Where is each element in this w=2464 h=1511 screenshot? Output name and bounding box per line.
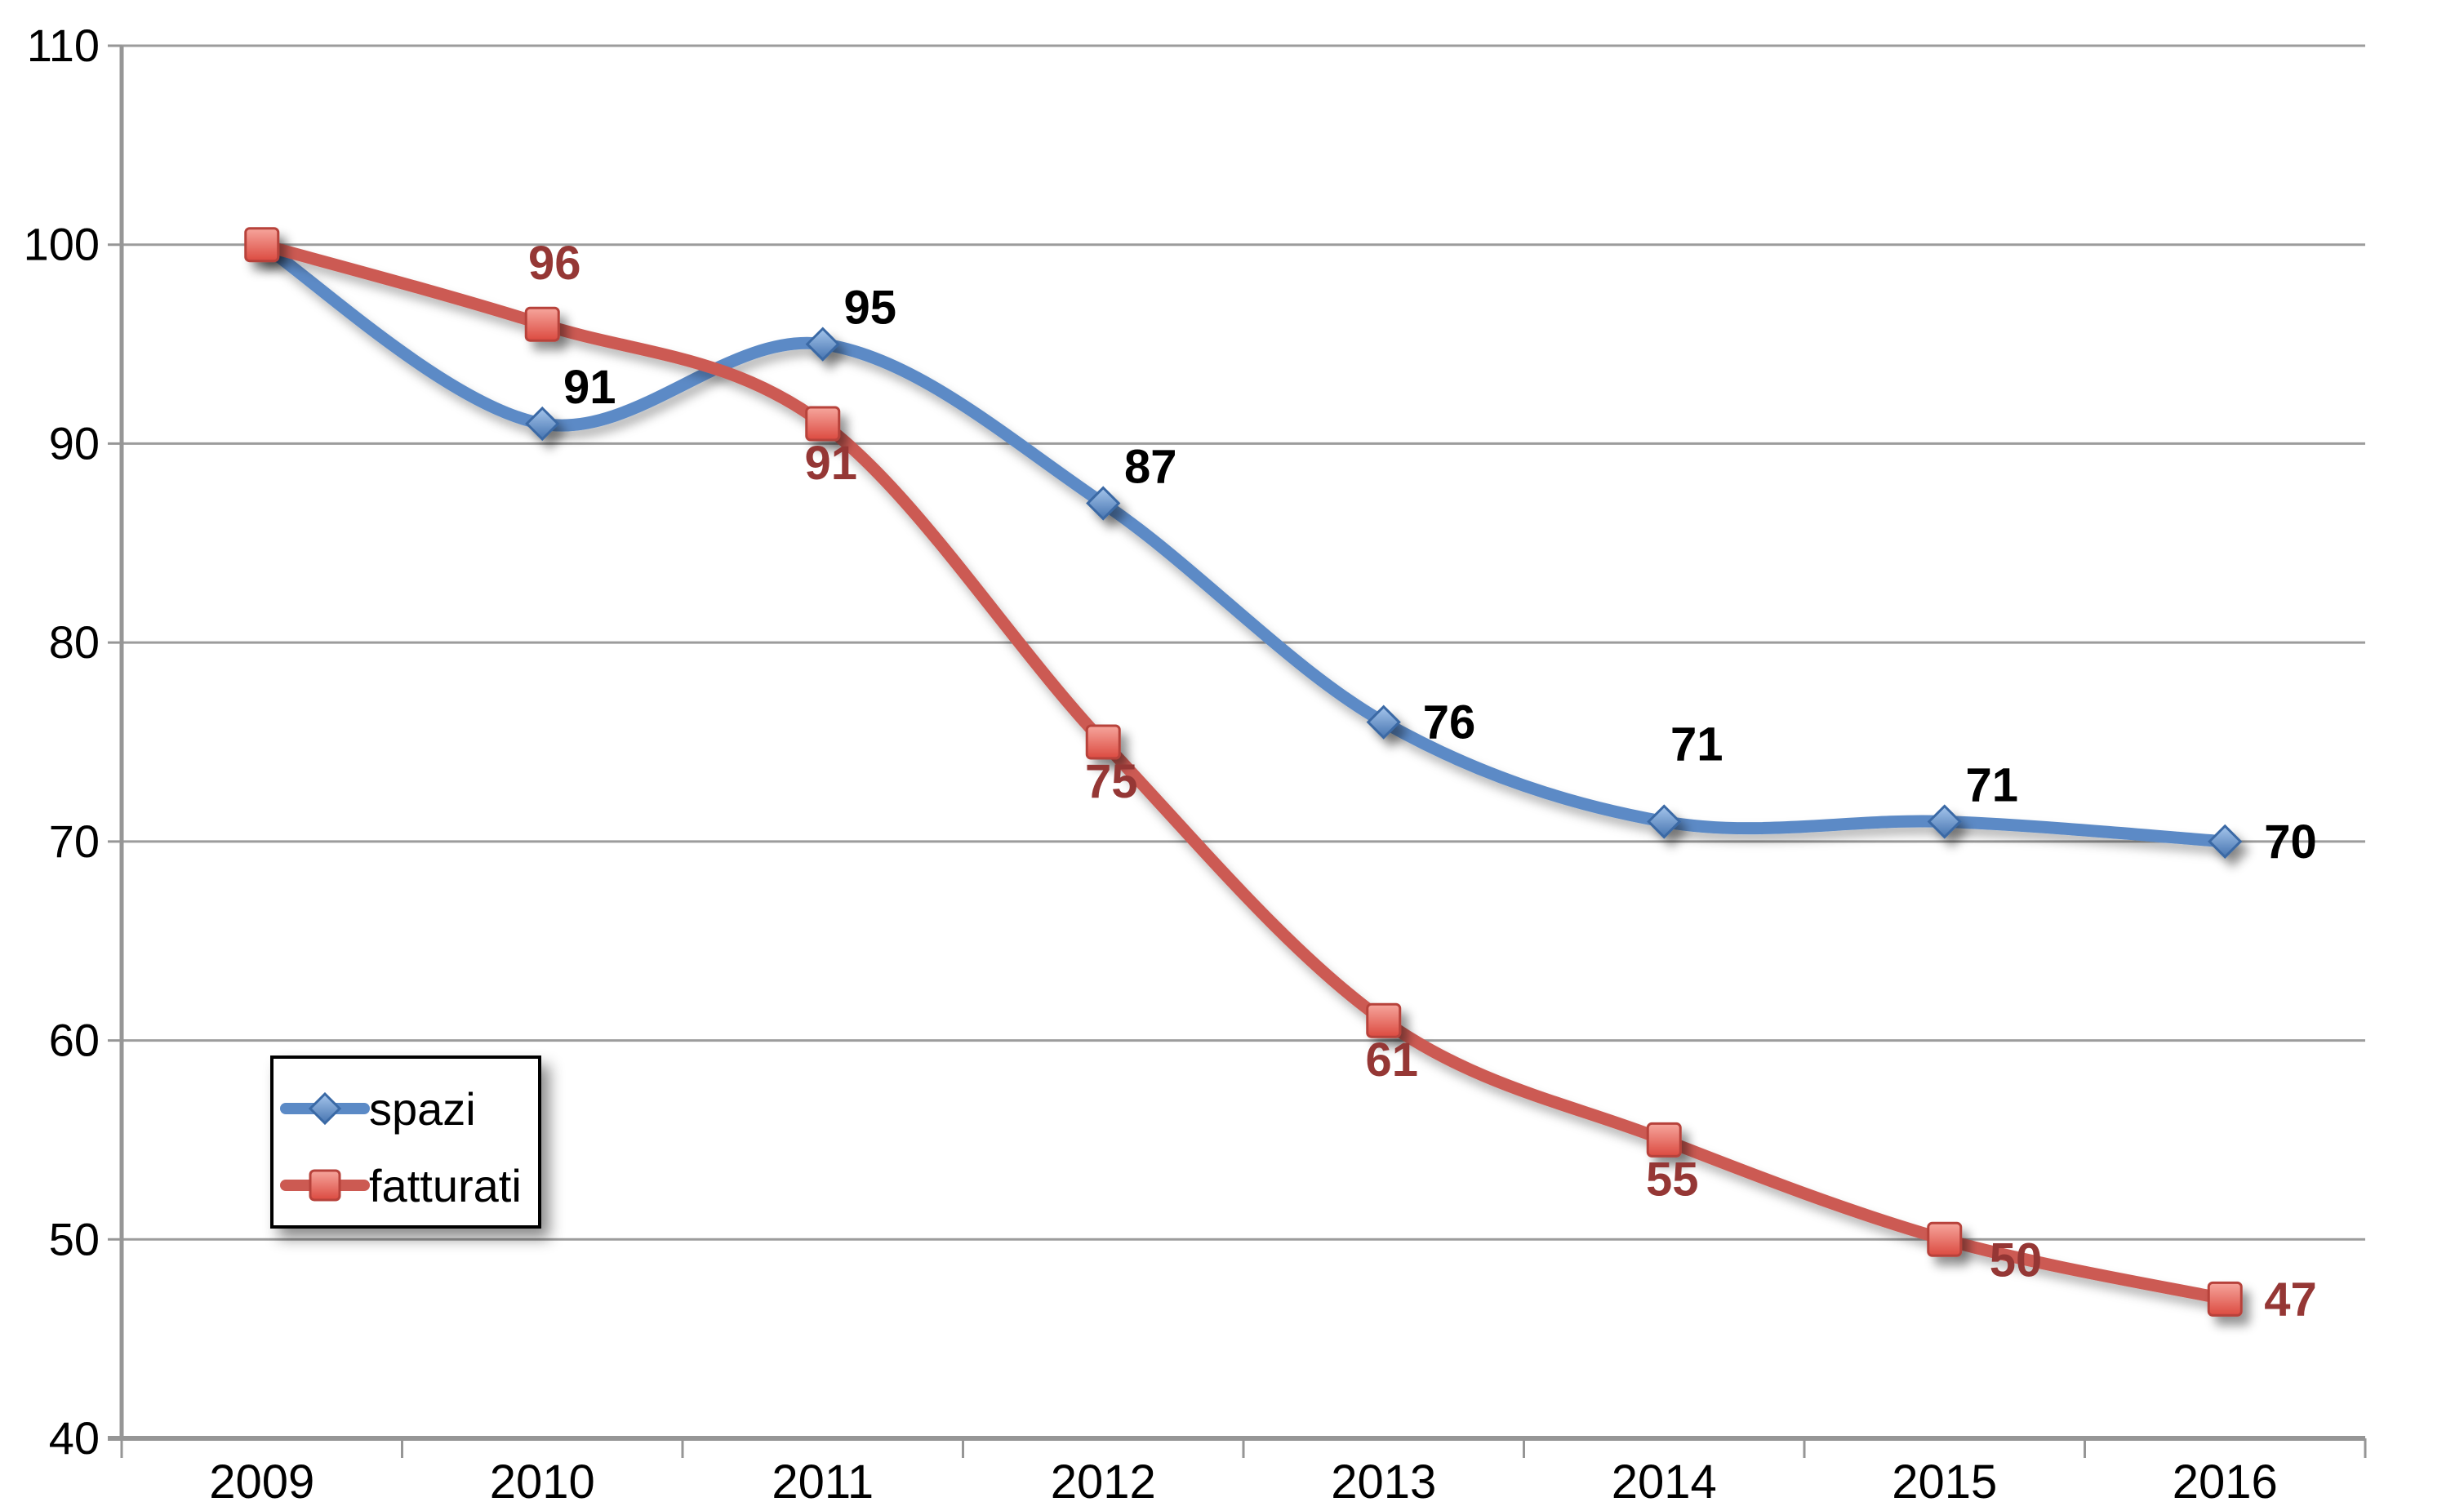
- data-label-spazi-2014: 71: [1670, 718, 1723, 771]
- y-tick-label-50: 50: [49, 1213, 100, 1264]
- data-label-spazi-2011: 95: [843, 282, 896, 335]
- marker-spazi-2011: [805, 327, 840, 362]
- data-label-spazi-2015: 71: [1965, 758, 2018, 811]
- series-fatturati: [244, 227, 2243, 1317]
- marker-spazi-2016: [2208, 824, 2243, 859]
- marker-spazi-2013: [1366, 704, 1401, 740]
- marker-fatturati-2013: [1366, 1002, 1402, 1038]
- legend-item-spazi: spazi: [280, 1083, 476, 1135]
- x-tick-label-2014: 2014: [1612, 1455, 1717, 1509]
- data-label-fatturati-2013: 61: [1365, 1033, 1418, 1087]
- x-tick-label-2012: 2012: [1051, 1455, 1156, 1509]
- marker-spazi-2012: [1086, 486, 1121, 521]
- y-tick-label-110: 110: [27, 20, 100, 71]
- marker-fatturati-2016: [2207, 1281, 2243, 1317]
- x-axis-labels: 2009 2010 2011 2012 2013 2014 2015 2016: [209, 1455, 2278, 1509]
- legend: spazi fatturati: [270, 1055, 541, 1229]
- data-labels: 91 95 87 76 71 71 70 96 91 75 61 55 50 47: [528, 237, 2317, 1326]
- y-tick-label-70: 70: [49, 815, 100, 867]
- gridlines: [108, 44, 2365, 1241]
- axes: [108, 46, 2367, 1458]
- marker-fatturati-2010: [524, 306, 560, 342]
- data-label-spazi-2010: 91: [563, 361, 616, 414]
- x-tick-label-2011: 2011: [772, 1455, 874, 1509]
- data-label-fatturati-2015: 50: [1990, 1233, 2043, 1287]
- marker-spazi-2015: [1927, 804, 1962, 839]
- data-label-fatturati-2010: 96: [528, 237, 581, 290]
- x-tick-label-2009: 2009: [209, 1455, 314, 1509]
- marker-spazi-2010: [525, 406, 560, 442]
- data-label-fatturati-2016: 47: [2264, 1273, 2317, 1326]
- legend-square-icon: [309, 1169, 341, 1202]
- legend-label-fatturati: fatturati: [369, 1160, 522, 1211]
- legend-diamond-icon: [308, 1091, 342, 1126]
- data-label-fatturati-2014: 55: [1646, 1153, 1699, 1206]
- y-tick-label-40: 40: [49, 1412, 100, 1464]
- marker-fatturati-2009: [244, 227, 280, 263]
- legend-item-fatturati: fatturati: [280, 1160, 522, 1211]
- series-spazi: [244, 227, 2243, 859]
- data-label-spazi-2016: 70: [2264, 815, 2317, 869]
- y-tick-label-90: 90: [49, 417, 100, 469]
- x-tick-label-2013: 2013: [1331, 1455, 1436, 1509]
- marker-spazi-2014: [1647, 804, 1682, 839]
- data-label-spazi-2013: 76: [1423, 696, 1476, 749]
- data-label-spazi-2012: 87: [1124, 441, 1177, 494]
- series-line-spazi: [256, 238, 2231, 848]
- legend-label-spazi: spazi: [369, 1083, 476, 1135]
- data-label-fatturati-2012: 75: [1085, 755, 1138, 808]
- y-tick-label-80: 80: [49, 616, 100, 668]
- y-axis-labels: 110 100 90 80 70 60 50 40: [24, 20, 100, 1464]
- y-tick-label-60: 60: [49, 1015, 100, 1066]
- series-line-fatturati: [256, 238, 2231, 1305]
- marker-fatturati-2012: [1085, 724, 1121, 760]
- marker-fatturati-2014: [1646, 1122, 1682, 1158]
- x-tick-label-2016: 2016: [2173, 1455, 2278, 1509]
- series-plot: [244, 227, 2243, 1317]
- y-tick-label-100: 100: [24, 219, 100, 270]
- data-label-fatturati-2011: 91: [804, 437, 857, 490]
- marker-fatturati-2011: [805, 406, 841, 442]
- x-tick-label-2015: 2015: [1892, 1455, 1997, 1509]
- marker-fatturati-2015: [1927, 1221, 1963, 1257]
- x-tick-label-2010: 2010: [490, 1455, 595, 1509]
